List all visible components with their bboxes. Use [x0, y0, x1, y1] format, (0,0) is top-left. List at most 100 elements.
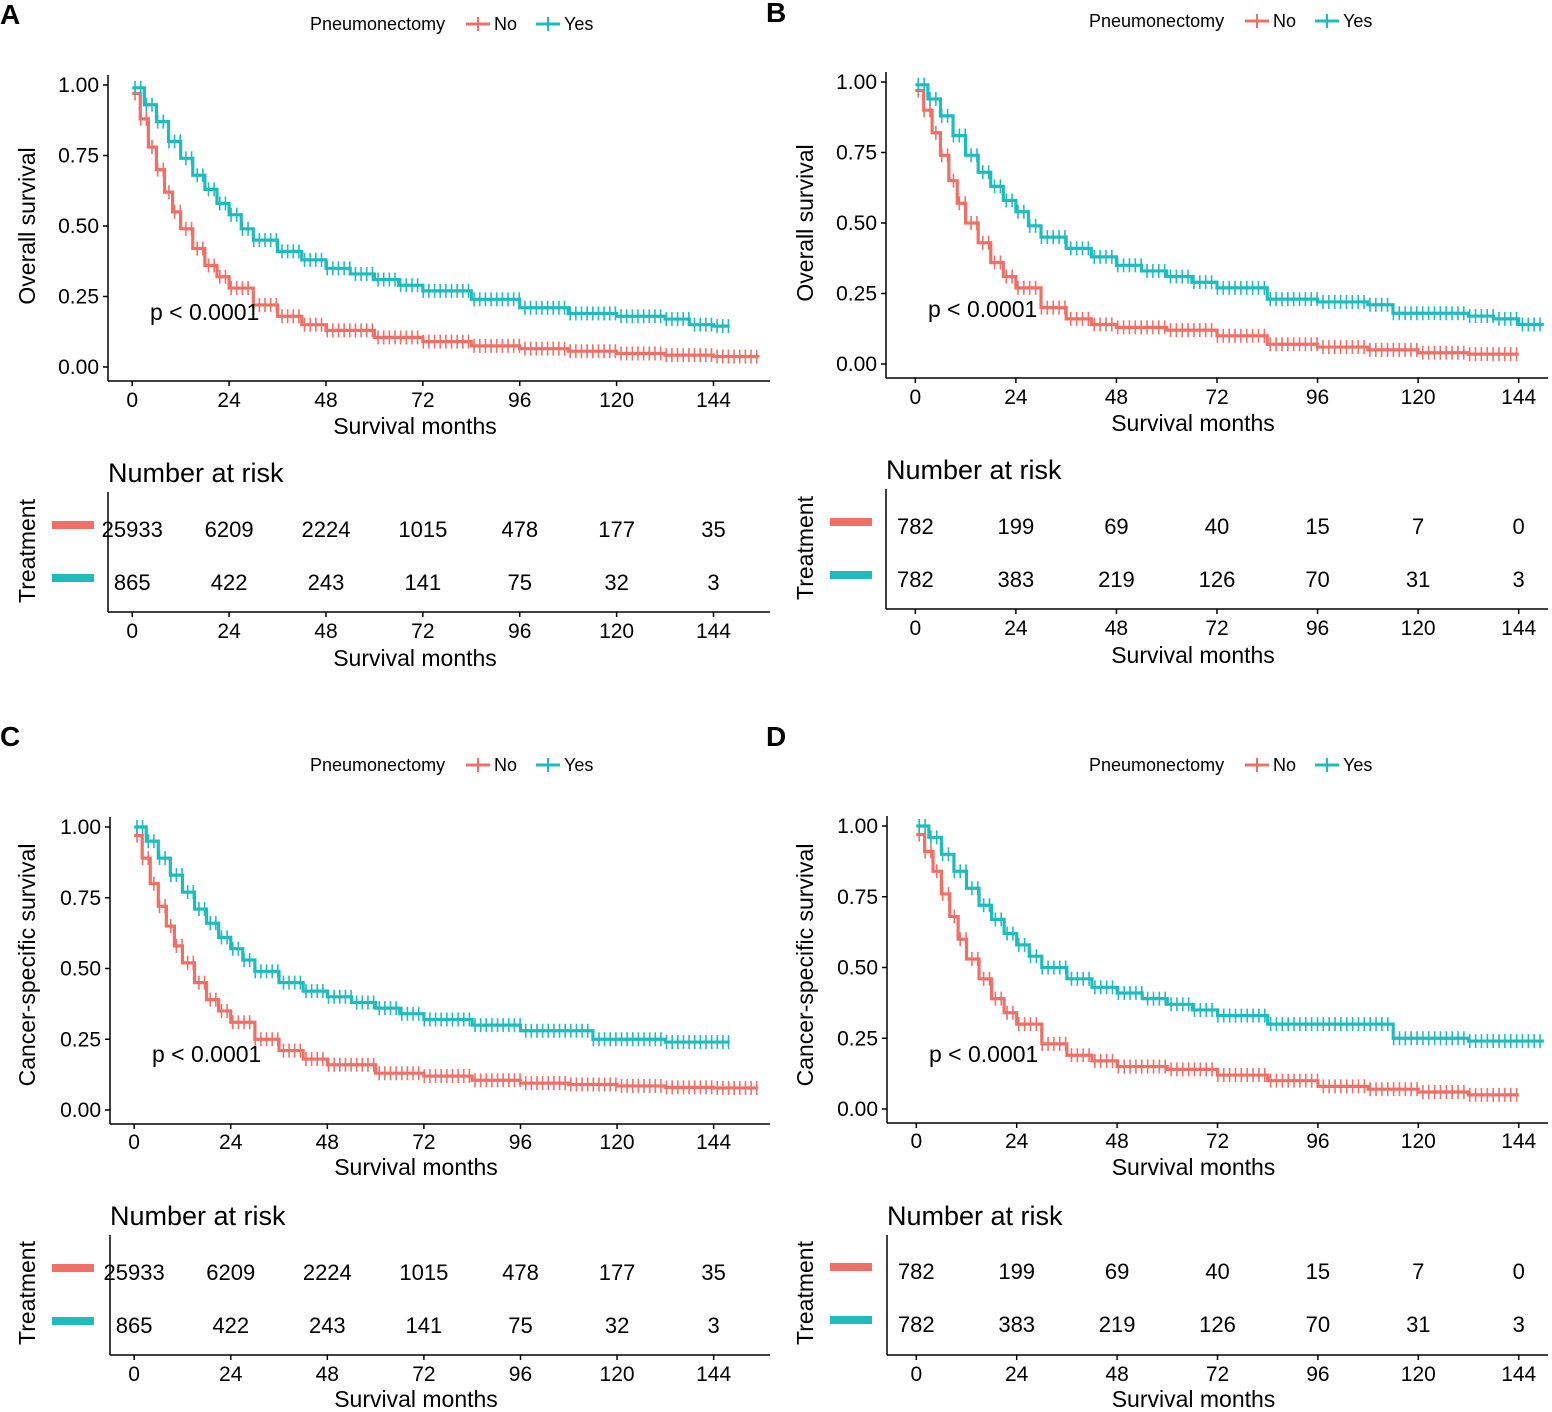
risk-row-key-yes: [830, 571, 872, 579]
x-tick-label: 24: [217, 389, 241, 412]
risk-value-no: 6209: [205, 517, 254, 542]
y-tick-label: 1.00: [58, 74, 99, 97]
risk-value-no: 478: [502, 1260, 539, 1285]
risk-value-yes: 422: [212, 1313, 249, 1338]
censor-marks-no: [136, 828, 758, 1095]
risk-x-tick-label: 24: [1004, 617, 1028, 640]
risk-x-tick-label: 0: [910, 1363, 922, 1386]
legend: Pneumonectomy No Yes: [1089, 11, 1372, 31]
y-tick-label: 0.25: [60, 1028, 101, 1051]
panel-letter: C: [0, 721, 20, 752]
y-axis-title: Cancer-specific survival: [792, 844, 818, 1087]
y-axis-title: Overall survival: [792, 144, 818, 301]
risk-table-title: Number at risk: [887, 1201, 1063, 1231]
risk-x-tick-label: 0: [909, 617, 921, 640]
risk-table: Number at risk Treatment 25933 6209 2224 1015…: [14, 1201, 770, 1412]
risk-value-no: 40: [1205, 514, 1229, 539]
legend-title: Pneumonectomy: [310, 14, 445, 34]
legend-label-yes: Yes: [564, 14, 593, 34]
y-tick-label: 0.75: [837, 886, 878, 909]
risk-value-no: 69: [1104, 514, 1128, 539]
x-axis-title: Survival months: [334, 1154, 498, 1180]
panel-d: D Pneumonectomy No Yes 0.00 0.25 0.50 0.75 1.00 0…: [766, 721, 1548, 1412]
risk-value-yes: 243: [308, 570, 345, 595]
p-value-annotation: p < 0.0001: [150, 299, 259, 325]
x-axis-title: Survival months: [1111, 410, 1275, 436]
risk-value-yes: 3: [708, 1313, 720, 1338]
legend-title: Pneumonectomy: [1089, 755, 1224, 775]
risk-value-no: 1015: [398, 517, 447, 542]
x-tick-label: 0: [910, 1130, 922, 1153]
risk-row-key-yes: [830, 1316, 872, 1324]
risk-x-tick-label: 24: [219, 1363, 243, 1386]
panel-letter: B: [766, 0, 786, 28]
x-tick-label: 120: [1401, 386, 1436, 409]
y-tick-label: 0.00: [58, 356, 99, 379]
risk-row-key-no: [830, 518, 872, 526]
risk-value-yes: 865: [116, 1313, 153, 1338]
risk-x-tick-label: 72: [412, 1363, 435, 1386]
risk-row-key-yes: [52, 574, 94, 582]
panel-letter: D: [766, 721, 786, 752]
x-tick-label: 48: [1105, 386, 1128, 409]
risk-value-yes: 422: [211, 570, 248, 595]
risk-x-tick-label: 144: [1501, 1363, 1536, 1386]
legend-label-yes: Yes: [1343, 11, 1372, 31]
risk-value-no: 6209: [206, 1260, 255, 1285]
y-tick-label: 1.00: [60, 816, 101, 839]
risk-value-no: 7: [1412, 1259, 1424, 1284]
x-tick-label: 96: [1306, 386, 1329, 409]
km-curve-no: [132, 91, 760, 359]
censor-marks-yes: [917, 77, 1541, 332]
legend-label-no: No: [494, 755, 517, 775]
risk-value-yes: 243: [309, 1313, 346, 1338]
risk-value-yes: 3: [707, 570, 719, 595]
x-tick-label: 72: [411, 389, 434, 412]
risk-x-tick-label: 72: [411, 620, 434, 643]
risk-table-title: Number at risk: [108, 458, 284, 488]
risk-table-title: Number at risk: [886, 455, 1062, 485]
y-tick-label: 0.25: [836, 283, 877, 306]
risk-value-no: 2224: [303, 1260, 352, 1285]
risk-x-tick-label: 96: [508, 620, 531, 643]
panel-a: A Pneumonectomy No Yes 0.00 0.25 0.50 0.75 1.00 0…: [0, 0, 770, 671]
p-value-annotation: p < 0.0001: [929, 1041, 1038, 1067]
risk-value-no: 478: [501, 517, 538, 542]
y-tick-label: 0.75: [58, 145, 99, 168]
risk-row-key-no: [52, 521, 94, 529]
risk-value-no: 35: [701, 1260, 725, 1285]
x-tick-label: 144: [696, 1131, 731, 1154]
censor-marks-yes: [918, 819, 1541, 1049]
risk-value-no: 15: [1306, 1259, 1330, 1284]
censor-marks-yes: [134, 80, 730, 334]
risk-x-tick-label: 72: [1206, 1363, 1229, 1386]
x-tick-label: 120: [600, 1131, 635, 1154]
risk-value-no: 40: [1205, 1259, 1229, 1284]
censor-marks-yes: [136, 820, 730, 1050]
risk-x-tick-label: 0: [126, 620, 138, 643]
risk-value-no: 199: [998, 514, 1035, 539]
risk-value-yes: 75: [507, 570, 531, 595]
risk-x-tick-label: 72: [1205, 617, 1228, 640]
risk-x-tick-label: 0: [128, 1363, 140, 1386]
y-tick-label: 1.00: [836, 71, 877, 94]
risk-x-tick-label: 48: [1105, 1363, 1128, 1386]
risk-value-yes: 782: [898, 1312, 935, 1337]
km-curve-yes: [132, 86, 730, 328]
x-tick-label: 144: [1501, 1130, 1536, 1153]
risk-x-tick-label: 96: [1306, 617, 1329, 640]
panel-letter: A: [0, 0, 20, 30]
legend-label-yes: Yes: [1343, 755, 1372, 775]
legend-label-yes: Yes: [564, 755, 593, 775]
risk-x-axis-title: Survival months: [334, 1386, 498, 1412]
p-value-annotation: p < 0.0001: [928, 296, 1037, 322]
risk-x-tick-label: 96: [509, 1363, 532, 1386]
risk-value-yes: 3: [1513, 1312, 1525, 1337]
y-tick-label: 0.75: [60, 887, 101, 910]
censor-marks-no: [918, 827, 1518, 1102]
x-tick-label: 144: [696, 389, 731, 412]
risk-value-no: 15: [1305, 514, 1329, 539]
x-tick-label: 48: [1105, 1130, 1128, 1153]
